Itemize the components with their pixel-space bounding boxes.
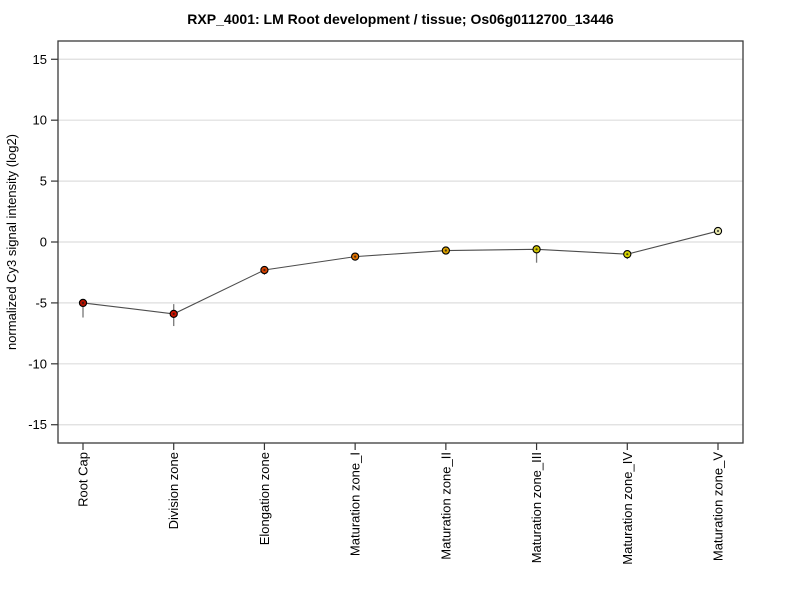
y-tick-label: 15	[33, 52, 47, 67]
data-point-center	[263, 268, 266, 272]
y-tick-label: -5	[35, 295, 47, 310]
y-tick-label: 5	[40, 174, 47, 189]
data-point-center	[716, 229, 720, 233]
y-tick-label: 0	[40, 235, 47, 250]
x-tick-label: Maturation zone_II	[438, 452, 453, 560]
x-tick-label: Maturation zone_I	[348, 452, 363, 556]
data-point-center	[626, 253, 629, 256]
x-tick-label: Maturation zone_V	[711, 452, 726, 561]
data-point-center	[354, 255, 357, 258]
y-tick-label: -15	[28, 417, 47, 432]
y-axis-label: normalized Cy3 signal intensity (log2)	[4, 133, 19, 351]
data-point-center	[81, 301, 85, 305]
x-tick-label: Elongation zone	[257, 452, 272, 545]
data-line	[82, 230, 719, 315]
data-point-center	[444, 249, 447, 252]
data-point-center	[535, 248, 538, 251]
x-tick-label: Maturation zone_III	[529, 452, 544, 563]
y-tick-label: -10	[28, 356, 47, 371]
plot-frame	[57, 40, 744, 444]
y-tick-label: 10	[33, 113, 47, 128]
data-point-center	[172, 312, 175, 315]
x-tick-label: Root Cap	[76, 452, 91, 507]
x-tick-label: Maturation zone_IV	[620, 452, 635, 565]
chart-title: RXP_4001: LM Root development / tissue; …	[187, 11, 614, 27]
x-tick-label: Division zone	[166, 452, 181, 529]
